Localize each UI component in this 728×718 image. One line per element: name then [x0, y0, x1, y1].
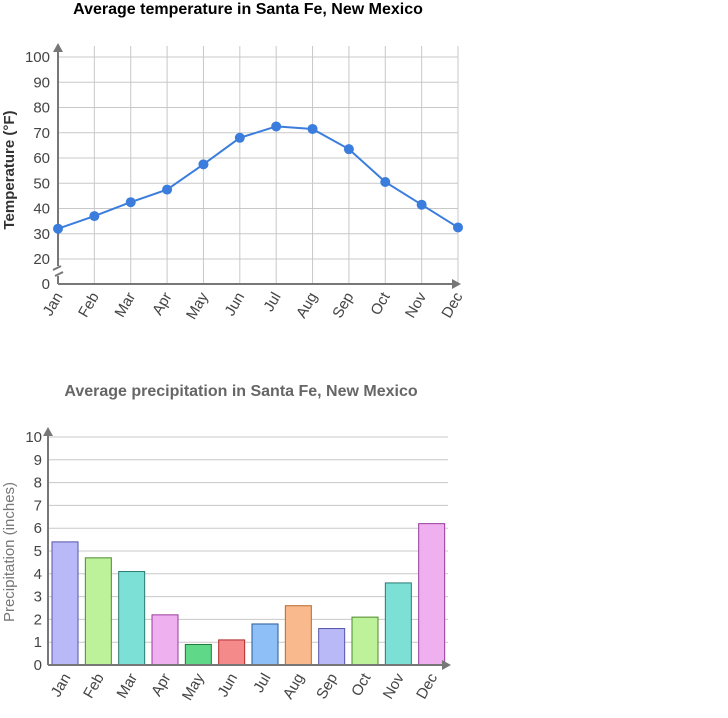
y-tick-label: 0: [42, 276, 50, 293]
axis-break-mark: [52, 265, 62, 271]
y-tick-label: 50: [33, 175, 50, 192]
y-tick-labels: 0 1 2 3 4 5 6 7 8 9 10: [25, 429, 42, 674]
x-tick-label: Jun: [214, 671, 241, 700]
x-tick-label: Jul: [260, 290, 284, 315]
bar: [284, 605, 312, 666]
chart-title: Average precipitation in Santa Fe, New M…: [64, 383, 418, 400]
bar: [118, 571, 146, 666]
bar: [51, 541, 79, 666]
y-tick-label: 100: [25, 49, 50, 66]
x-tick-label: Jan: [48, 671, 75, 700]
temperature-chart: Average temperature in Santa Fe, New Mex…: [1, 1, 467, 323]
bar: [84, 557, 112, 666]
series-line: [57, 125, 459, 230]
y-tick-label: 40: [33, 201, 50, 218]
data-point: [89, 211, 100, 222]
bar: [251, 623, 279, 666]
bar: [218, 639, 246, 666]
grid: [58, 46, 459, 284]
x-tick-label: Sep: [313, 671, 341, 703]
x-tick-label: Mar: [113, 671, 141, 702]
y-tick-label: 1: [34, 634, 42, 651]
grid: [48, 436, 448, 643]
y-tick-label: 80: [33, 100, 50, 117]
y-axis-arrow: [53, 43, 63, 52]
y-tick-label: 5: [34, 543, 42, 560]
data-point: [453, 222, 463, 233]
x-tick-label: Mar: [112, 290, 140, 321]
y-tick-label: 30: [33, 226, 50, 243]
x-tick-labels: Jan Feb Mar Apr May Jun Jul Aug Sep Oct Nov Dec: [40, 289, 467, 323]
data-point: [125, 197, 136, 208]
bar: [318, 628, 346, 666]
axis-break-mark: [54, 271, 64, 277]
axes: [52, 43, 461, 289]
data-point: [162, 184, 173, 195]
x-tick-label: Jan: [40, 290, 67, 319]
temperature-series: [53, 121, 463, 234]
x-tick-label: Oct: [367, 289, 394, 318]
y-tick-label: 9: [34, 452, 42, 469]
data-point: [380, 176, 391, 187]
axes: [43, 427, 451, 670]
x-tick-label: Nov: [380, 670, 408, 702]
x-tick-labels: Jan Feb Mar Apr May Jun Jul Aug Sep Oct Nov Dec: [48, 670, 442, 704]
data-point: [343, 144, 354, 155]
y-tick-label: 7: [34, 497, 42, 514]
data-point: [53, 223, 63, 234]
chart-title: Average temperature in Santa Fe, New Mex…: [73, 1, 423, 18]
y-tick-label: 90: [33, 74, 50, 91]
y-tick-label: 3: [34, 589, 42, 606]
x-tick-label: Oct: [348, 670, 375, 699]
bar: [151, 614, 179, 666]
x-tick-label: Aug: [293, 290, 321, 322]
x-tick-label: Dec: [413, 670, 441, 702]
data-point: [271, 121, 282, 132]
y-tick-label: 6: [34, 520, 42, 537]
precipitation-bars: [51, 523, 446, 666]
x-tick-label: Jun: [221, 290, 248, 319]
precipitation-chart: Average precipitation in Santa Fe, New M…: [1, 383, 451, 704]
x-tick-label: Jul: [250, 671, 274, 696]
y-tick-label: 60: [33, 150, 50, 167]
x-tick-label: Feb: [80, 671, 108, 702]
x-tick-label: Dec: [438, 289, 466, 321]
y-tick-labels: 0 20 30 40 50 60 70 80 90 100: [25, 49, 50, 293]
x-tick-label: Apr: [148, 670, 174, 699]
x-axis-arrow: [442, 660, 451, 670]
axis-break-gap: [53, 266, 63, 276]
y-tick-label: 2: [34, 611, 42, 628]
y-tick-label: 20: [33, 251, 50, 268]
x-tick-label: May: [183, 289, 212, 322]
data-point: [234, 132, 245, 143]
data-point: [416, 199, 427, 210]
y-tick-label: 4: [34, 566, 42, 583]
x-tick-label: Feb: [75, 290, 103, 321]
x-axis-arrow: [452, 279, 461, 289]
y-tick-label: 0: [34, 657, 42, 674]
y-tick-label: 10: [25, 429, 42, 446]
bar: [418, 523, 446, 666]
y-axis-label: Precipitation (inches): [1, 482, 18, 622]
x-tick-label: Apr: [149, 289, 175, 318]
x-tick-label: May: [179, 670, 208, 703]
x-tick-label: Aug: [280, 671, 308, 703]
bar: [384, 582, 412, 666]
x-tick-label: Nov: [402, 289, 430, 321]
y-axis-arrow: [43, 427, 53, 436]
x-tick-label: Sep: [329, 290, 357, 322]
y-axis-label: Temperature (°F): [1, 110, 18, 229]
y-tick-label: 70: [33, 125, 50, 142]
data-point: [198, 159, 209, 170]
data-point: [307, 123, 318, 134]
bar: [351, 616, 379, 666]
y-tick-label: 8: [34, 475, 42, 492]
bar: [184, 643, 212, 666]
